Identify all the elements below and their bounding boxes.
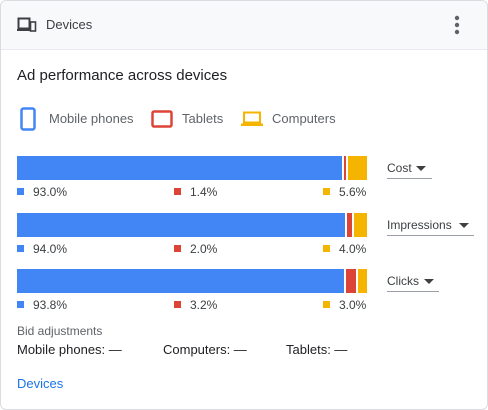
pct-value: 94.0%: [33, 242, 68, 256]
segment-divider: [346, 156, 349, 180]
bar-segment-mobile: [17, 269, 346, 293]
devices-link[interactable]: Devices: [17, 376, 64, 391]
legend-dot-mobile: [17, 301, 24, 308]
legend-dot-computer: [323, 301, 330, 308]
bar-segment-tablet: [345, 269, 357, 293]
legend-dot-mobile: [17, 245, 24, 252]
segment-divider: [345, 213, 347, 237]
tablet-icon: [151, 110, 173, 128]
more-vert-icon[interactable]: [448, 14, 466, 36]
bar-segment-mobile: [17, 156, 343, 180]
bar-segment-tablet: [346, 213, 353, 237]
metric-select-label: Impressions: [387, 218, 452, 232]
device-legend: Mobile phones Tablets Computers: [17, 107, 457, 131]
pct-value: 93.0%: [33, 185, 68, 199]
segment-divider: [341, 156, 344, 180]
pct-value: 2.0%: [190, 242, 218, 256]
pct-value: 93.8%: [33, 298, 68, 312]
segment-divider: [355, 269, 358, 293]
metric-select-label: Cost: [387, 161, 412, 175]
mobile-phone-icon: [20, 107, 36, 131]
pct-value: 5.6%: [339, 185, 367, 199]
dropdown-arrow-icon: [459, 223, 469, 228]
pct-value: 1.4%: [190, 185, 218, 199]
legend-item-tablet: Tablets: [151, 107, 231, 131]
bid-adjustment-tablets: Tablets: —: [286, 342, 348, 357]
metric-row-cost: 93.0% 1.4% 5.6% Cost: [17, 156, 477, 199]
bar-segment-tablet: [342, 156, 348, 180]
bar-segment-computer: [353, 213, 367, 237]
bid-adjustments-title: Bid adjustments: [17, 324, 103, 338]
metric-select-cost[interactable]: Cost: [387, 158, 432, 179]
legend-dot-tablet: [174, 245, 181, 252]
dropdown-arrow-icon: [416, 166, 426, 171]
legend-dot-mobile: [17, 188, 24, 195]
pct-value: 4.0%: [339, 242, 367, 256]
metric-row-impressions: 94.0% 2.0% 4.0% Impressions: [17, 213, 477, 256]
devices-icon: [17, 17, 37, 32]
segment-divider: [344, 269, 347, 293]
legend-label-computer: Computers: [272, 111, 336, 126]
legend-label-mobile: Mobile phones: [49, 111, 134, 126]
legend-label-tablet: Tablets: [182, 111, 224, 126]
metric-select-impressions[interactable]: Impressions: [387, 215, 474, 236]
bid-adjustment-mobile: Mobile phones: —: [17, 342, 122, 357]
computer-icon: [241, 111, 263, 126]
legend-item-mobile: Mobile phones: [17, 107, 137, 131]
legend-dot-computer: [323, 245, 330, 252]
section-title: Ad performance across devices: [17, 67, 228, 84]
legend-item-computer: Computers: [241, 107, 351, 131]
segment-divider: [352, 213, 354, 237]
card-title: Devices: [46, 17, 93, 32]
dropdown-arrow-icon: [424, 279, 434, 284]
stacked-bar-clicks: [17, 269, 367, 293]
legend-dot-computer: [323, 188, 330, 195]
metric-row-clicks: 93.8% 3.2% 3.0% Clicks: [17, 269, 477, 312]
metric-select-label: Clicks: [387, 274, 419, 288]
stacked-bar-cost: [17, 156, 367, 180]
stacked-bar-impressions: [17, 213, 367, 237]
card-header: Devices: [1, 1, 487, 50]
bid-adjustment-computers: Computers: —: [163, 342, 247, 357]
pct-value: 3.0%: [339, 298, 367, 312]
bar-segment-mobile: [17, 213, 346, 237]
legend-dot-tablet: [174, 188, 181, 195]
pct-value: 3.2%: [190, 298, 218, 312]
legend-dot-tablet: [174, 301, 181, 308]
metric-select-clicks[interactable]: Clicks: [387, 271, 439, 292]
bar-segment-computer: [356, 269, 367, 293]
bar-segment-computer: [347, 156, 367, 180]
